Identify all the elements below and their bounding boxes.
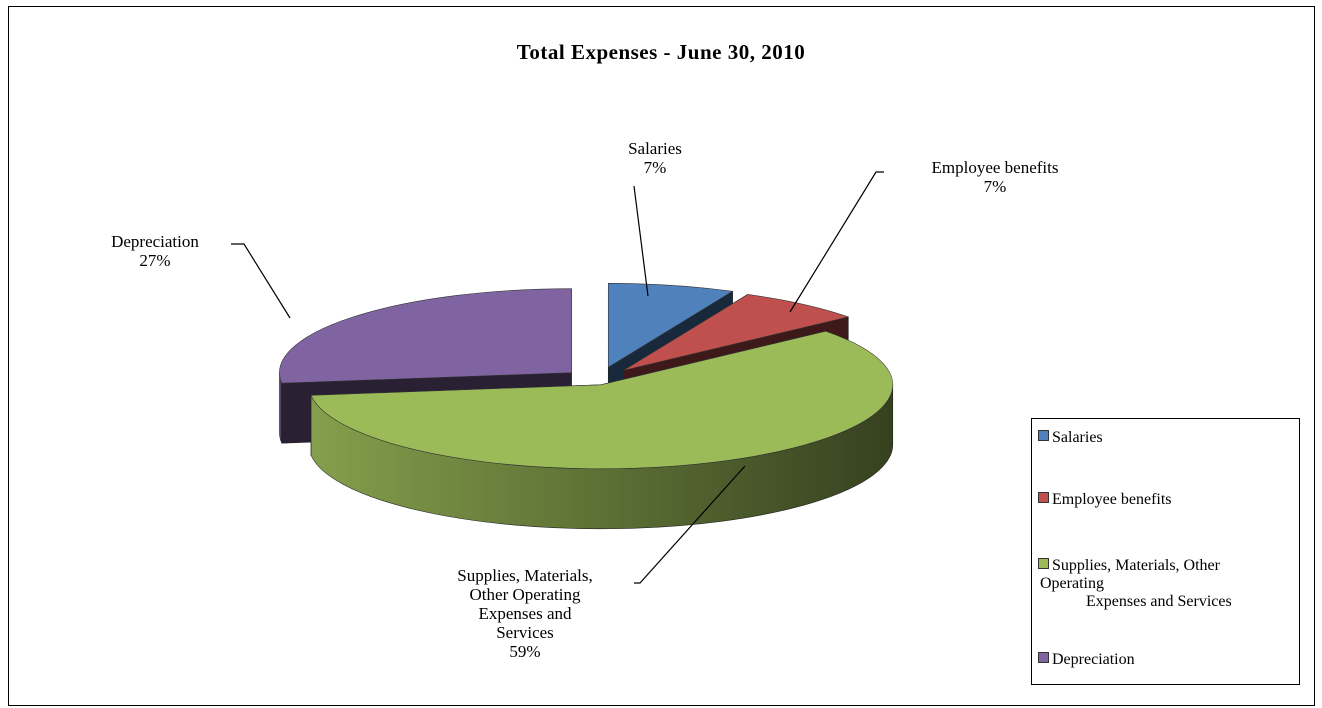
leader-line-1 [633, 185, 649, 297]
chart-title: Total Expenses - June 30, 2010 [516, 40, 806, 64]
data-label-line: 27% [139, 251, 171, 270]
legend-swatch [1038, 652, 1049, 663]
legend-swatch [1038, 430, 1049, 441]
legend-item-3: Supplies, Materials, Other Operating Expen… [1038, 557, 1232, 611]
data-label-line: 7% [643, 158, 667, 177]
legend-swatch [1038, 492, 1049, 503]
data-label-1: Salaries 7% [600, 139, 710, 177]
data-label-line: Employee benefits [931, 158, 1059, 177]
legend-item-text: Depreciation [1038, 651, 1135, 669]
legend-item-1: Salaries [1038, 429, 1103, 447]
slice-top-face [607, 283, 734, 368]
legend-item-text: Supplies, Materials, Other [1038, 557, 1232, 575]
slice-top-face [310, 330, 894, 470]
legend-swatch [1038, 558, 1049, 569]
chart-frame [8, 6, 1315, 706]
data-label-line: Supplies, Materials, [457, 566, 593, 585]
pie-slice-3 [310, 330, 894, 530]
slice-side-wall [279, 372, 283, 444]
slice-top-face [623, 294, 850, 371]
data-label-line: Other Operating [469, 585, 581, 604]
legend-item-text: Expenses and Services [1086, 593, 1232, 610]
leader-line-2 [789, 171, 884, 313]
data-label-line: Expenses and [478, 604, 572, 623]
data-label-4: Depreciation 27% [80, 232, 230, 270]
leader-line-3 [634, 465, 746, 584]
legend-item-text: Salaries [1038, 429, 1103, 447]
legend-item-text: Operating [1040, 575, 1104, 592]
data-label-3: Supplies, Materials, Other Operating Expen… [410, 566, 640, 661]
legend-item-4: Depreciation [1038, 651, 1135, 669]
data-label-line: 7% [983, 177, 1007, 196]
legend-item-2: Employee benefits [1038, 491, 1172, 509]
legend-item-text: Employee benefits [1038, 491, 1172, 509]
slice-top-face [279, 288, 572, 384]
data-label-line: Salaries [628, 139, 682, 158]
leader-line-4 [231, 243, 291, 319]
data-label-line: Services [496, 623, 554, 642]
data-label-2: Employee benefits 7% [880, 158, 1110, 196]
data-label-line: Depreciation [111, 232, 199, 251]
legend: Salaries Employee benefits Supplies, Mater… [1031, 418, 1300, 685]
data-label-line: 59% [509, 642, 541, 661]
